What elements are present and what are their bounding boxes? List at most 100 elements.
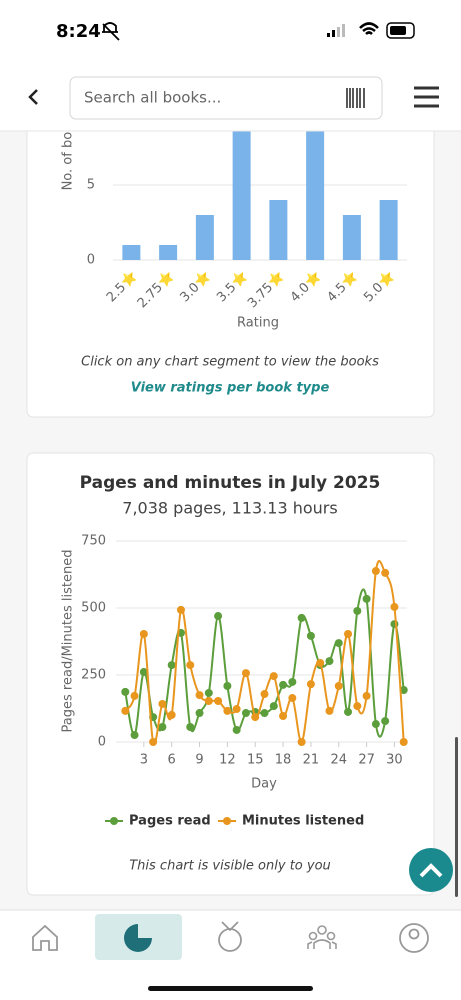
point[interactable]	[186, 722, 195, 731]
bar[interactable]	[269, 200, 288, 260]
point[interactable]	[279, 712, 288, 721]
point[interactable]	[204, 688, 213, 697]
point[interactable]	[334, 639, 343, 648]
point[interactable]	[344, 707, 353, 716]
point[interactable]	[344, 629, 353, 638]
chart-hint: Click on any chart segment to view the b…	[81, 355, 379, 370]
point[interactable]	[139, 668, 148, 677]
chart-subtitle: 7,038 pages, 113.13 hours	[122, 499, 337, 518]
legend-label: Minutes listened	[242, 814, 364, 829]
point[interactable]	[288, 694, 297, 703]
point[interactable]	[390, 602, 399, 611]
point[interactable]	[371, 720, 380, 729]
signal	[327, 33, 330, 37]
search-box[interactable]	[69, 76, 383, 120]
point[interactable]	[381, 568, 390, 577]
point[interactable]	[232, 705, 241, 714]
point[interactable]	[232, 725, 241, 734]
point[interactable]	[353, 702, 362, 711]
point[interactable]	[121, 706, 130, 715]
point[interactable]	[399, 686, 408, 695]
point[interactable]	[158, 699, 167, 708]
point[interactable]	[223, 706, 232, 715]
point[interactable]	[158, 722, 167, 731]
point[interactable]	[362, 691, 371, 700]
bar[interactable]	[195, 215, 214, 260]
x-tick-label: 15	[247, 753, 264, 768]
footer-note: This chart is visible only to you	[129, 859, 331, 874]
point[interactable]	[186, 661, 195, 670]
x-tick-label: 21	[303, 753, 320, 768]
point[interactable]	[195, 691, 204, 700]
point[interactable]	[381, 717, 390, 726]
point[interactable]	[269, 672, 278, 681]
battery-level	[390, 26, 406, 35]
bar[interactable]	[379, 200, 398, 260]
bar[interactable]	[342, 215, 361, 260]
point[interactable]	[167, 710, 176, 719]
point[interactable]	[130, 731, 139, 740]
point[interactable]	[297, 613, 306, 622]
x-tick-label: 9	[195, 753, 203, 768]
point[interactable]	[214, 696, 223, 705]
point[interactable]	[316, 658, 325, 667]
point[interactable]	[279, 680, 288, 689]
point[interactable]	[297, 738, 306, 746]
home-tab[interactable]	[32, 924, 58, 951]
community-tab[interactable]	[307, 925, 337, 949]
x-tick-label: 18	[275, 753, 292, 768]
bar[interactable]	[122, 245, 141, 260]
search-placeholder: Search all books...	[84, 89, 221, 107]
point[interactable]	[130, 691, 139, 700]
menu-button[interactable]	[414, 86, 439, 108]
y-tick-label: 250	[81, 668, 106, 683]
bar[interactable]	[232, 125, 251, 260]
point[interactable]	[260, 690, 269, 699]
point[interactable]	[306, 680, 315, 689]
back-button[interactable]	[28, 89, 38, 105]
bar[interactable]	[306, 125, 325, 260]
point[interactable]	[288, 677, 297, 686]
point[interactable]	[167, 661, 176, 670]
point[interactable]	[241, 669, 250, 678]
point[interactable]	[353, 606, 362, 615]
point[interactable]	[362, 594, 371, 603]
reading-chart: Pages and minutes in July 2025 7,038 page…	[61, 473, 408, 829]
y-tick-label: 0	[98, 735, 106, 750]
point[interactable]	[334, 681, 343, 690]
y-tick-label: 750	[81, 534, 106, 549]
point[interactable]	[195, 709, 204, 718]
point[interactable]	[306, 631, 315, 640]
point[interactable]	[251, 713, 260, 722]
point[interactable]	[223, 681, 232, 690]
point[interactable]	[176, 605, 185, 614]
stats-tab[interactable]	[95, 914, 182, 960]
header: 8:24 Search all books...	[0, 0, 461, 132]
scroll-top-button[interactable]	[409, 848, 453, 892]
legend-marker	[110, 817, 118, 825]
point[interactable]	[325, 657, 334, 666]
stats-icon	[124, 924, 152, 952]
mute-icon	[102, 22, 120, 41]
point[interactable]	[260, 709, 269, 718]
link[interactable]: View ratings per book type	[131, 381, 330, 396]
barcode-icon[interactable]	[346, 88, 365, 108]
bar[interactable]	[159, 245, 178, 260]
point[interactable]	[241, 709, 250, 718]
point[interactable]	[390, 620, 399, 629]
point[interactable]	[149, 738, 158, 746]
x-tick-label: 6	[168, 753, 176, 768]
point[interactable]	[325, 706, 334, 715]
point[interactable]	[214, 612, 223, 621]
point[interactable]	[399, 738, 408, 746]
point[interactable]	[371, 567, 380, 576]
point[interactable]	[139, 629, 148, 638]
chart-title: Pages and minutes in July 2025	[80, 473, 381, 493]
profile-tab[interactable]	[399, 923, 429, 953]
point[interactable]	[269, 702, 278, 711]
battery	[386, 22, 415, 39]
point[interactable]	[204, 696, 213, 705]
point[interactable]	[121, 687, 130, 696]
clock: 8:24	[56, 21, 101, 42]
